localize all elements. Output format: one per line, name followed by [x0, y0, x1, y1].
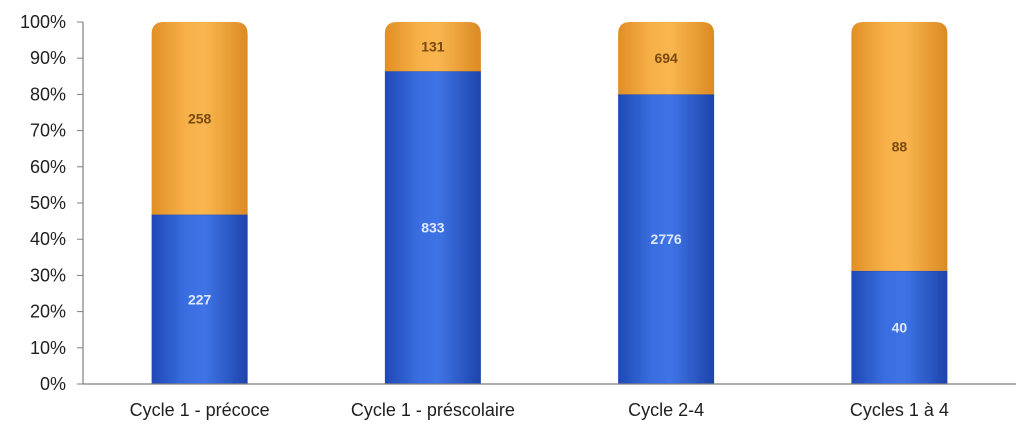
y-tick-label: 0% — [40, 374, 66, 394]
data-label-blue-3: 2776 — [651, 231, 682, 247]
x-axis-tick-labels: Cycle 1 - précoce Cycle 1 - préscolaire Cy… — [130, 400, 949, 420]
x-tick-label: Cycle 2-4 — [628, 400, 704, 420]
x-tick-label: Cycle 1 - précoce — [130, 400, 270, 420]
y-tick-label: 40% — [30, 229, 66, 249]
bars-layer — [151, 22, 948, 385]
y-axis-tick-labels: 0% 10% 20% 30% 40% 50% 60% 70% 80% 90% 100% — [20, 12, 66, 394]
data-label-orange-3: 694 — [654, 50, 678, 66]
bar-segment-blue-2 — [384, 71, 481, 385]
y-tick-label: 10% — [30, 338, 66, 358]
x-tick-label: Cycle 1 - préscolaire — [351, 400, 515, 420]
y-tick-label: 60% — [30, 157, 66, 177]
data-label-blue-2: 833 — [421, 220, 445, 236]
y-tick-label: 80% — [30, 84, 66, 104]
data-label-orange-4: 88 — [892, 138, 908, 154]
y-tick-label: 50% — [30, 193, 66, 213]
x-tick-label: Cycles 1 à 4 — [850, 400, 949, 420]
data-label-orange-2: 131 — [421, 39, 445, 55]
bar-segment-blue-1 — [151, 214, 248, 384]
bar-segment-blue-4 — [851, 270, 948, 384]
data-label-blue-4: 40 — [892, 319, 908, 335]
bar-segment-blue-3 — [618, 94, 715, 385]
y-tick-label: 90% — [30, 48, 66, 68]
y-tick-label: 70% — [30, 121, 66, 141]
data-labels-layer: 227 258 833 131 2776 694 40 88 — [188, 39, 907, 336]
y-tick-label: 30% — [30, 265, 66, 285]
data-label-orange-1: 258 — [188, 110, 212, 126]
axes-layer — [77, 21, 1016, 385]
bar-segment-orange-2 — [384, 22, 481, 72]
y-tick-label: 20% — [30, 302, 66, 322]
bar-segment-orange-3 — [618, 22, 715, 95]
data-label-blue-1: 227 — [188, 291, 212, 307]
y-tick-label: 100% — [20, 12, 66, 32]
bar-segment-orange-4 — [851, 22, 948, 271]
bar-segment-orange-1 — [151, 22, 248, 215]
